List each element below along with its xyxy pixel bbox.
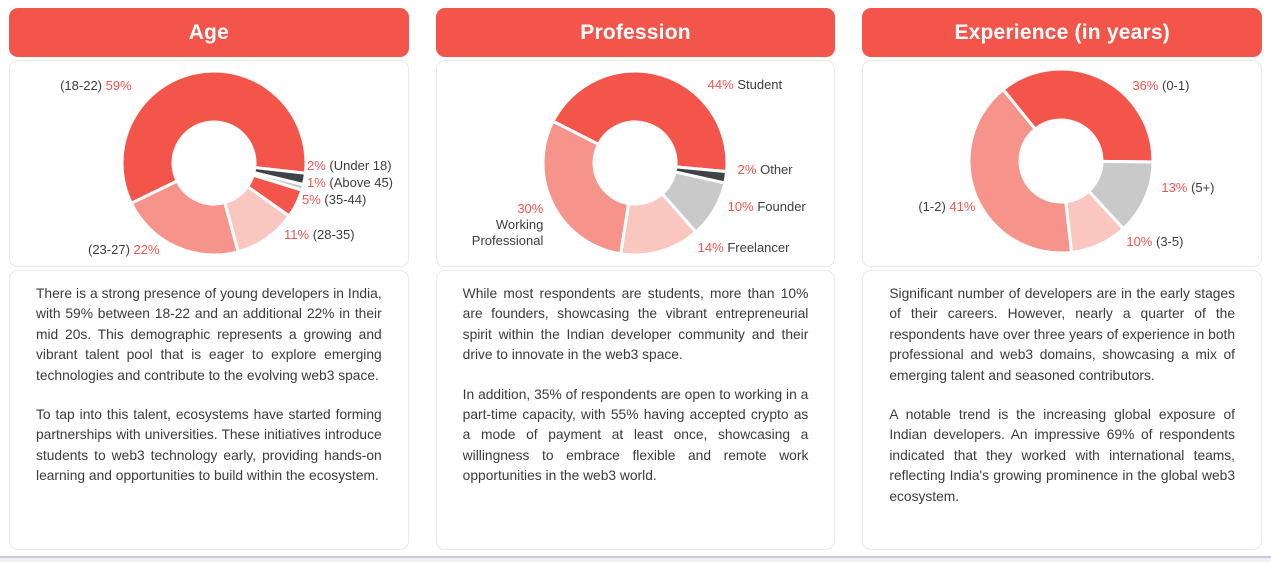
slice-category: (23-27): [88, 242, 130, 257]
stats-row: Age (18-22) 59% 2% (Under 18) 1% (Above 45…: [9, 8, 1263, 550]
profession-text-panel: While most respondents are students, mor…: [435, 270, 836, 550]
slice-percent: 59%: [105, 78, 132, 93]
slice-label: 5% (35-44): [302, 192, 366, 208]
slice-category: (28-35): [312, 227, 355, 242]
slice-label: (1-2) 41%: [918, 199, 975, 215]
donut-chart: [967, 67, 1155, 255]
slice-label: 14% Freelancer: [698, 240, 790, 256]
slice-category: Freelancer: [727, 240, 790, 255]
slice-category: Other: [760, 162, 793, 177]
slice-category: Working Professional: [471, 217, 544, 248]
slice-category: (0-1): [1162, 78, 1190, 93]
donut-slice-working-professional: [541, 119, 630, 256]
slice-category: (Above 45): [329, 175, 394, 190]
experience-card-header: Experience (in years): [862, 8, 1263, 57]
slice-percent: 10%: [727, 199, 754, 214]
card-title: Experience (in years): [954, 20, 1170, 44]
slice-percent: 22%: [133, 242, 160, 257]
slice-category: (Under 18): [329, 158, 392, 173]
slice-label: 36% (0-1): [1132, 78, 1189, 94]
slice-percent: 11%: [284, 227, 310, 242]
slice-category: (1-2): [918, 199, 946, 214]
slice-percent: 2%: [737, 162, 757, 177]
slice-percent: 5%: [302, 192, 321, 207]
paragraph: In addition, 35% of respondents are open…: [462, 386, 809, 484]
slice-label: 44% Student: [708, 77, 782, 93]
paragraph: There is a strong presence of young deve…: [36, 286, 382, 383]
slice-percent: 41%: [949, 199, 976, 214]
age-card-header: Age: [9, 8, 409, 57]
donut-slice-student: [550, 69, 729, 174]
experience-card: Experience (in years) 36% (0-1) 13% (5+) 1…: [862, 8, 1263, 550]
slice-percent: 44%: [707, 77, 734, 92]
slice-label: 11% (28-35): [284, 227, 355, 243]
slice-percent: 13%: [1161, 180, 1188, 195]
bottom-divider: [0, 556, 1271, 562]
donut-chart: [120, 69, 308, 257]
donut-slice-23-27: [129, 178, 240, 257]
slice-percent: 36%: [1132, 78, 1159, 93]
slice-category: (18-22): [60, 78, 103, 93]
slice-percent: 2%: [307, 158, 326, 173]
paragraph: A notable trend is the increasing global…: [889, 407, 1236, 504]
age-text-panel: There is a strong presence of young deve…: [9, 270, 409, 550]
age-chart-panel: (18-22) 59% 2% (Under 18) 1% (Above 45) 5% …: [9, 60, 409, 267]
slice-label: (23-27) 22%: [88, 242, 160, 258]
paragraph: While most respondents are students, mor…: [462, 286, 809, 363]
slice-percent: 14%: [697, 240, 724, 255]
donut-slice-1-2: [967, 87, 1074, 255]
slice-percent: 1%: [307, 175, 326, 190]
paragraph: To tap into this talent, ecosystems have…: [36, 407, 382, 484]
slice-label: 13% (5+): [1161, 180, 1214, 196]
slice-label: 30% Working Professional: [453, 201, 544, 249]
slice-category: Founder: [757, 199, 806, 214]
donut-slice-0-1: [1001, 67, 1155, 164]
slice-percent: 10%: [1126, 234, 1153, 249]
card-title: Age: [188, 20, 229, 44]
slice-category: Student: [737, 77, 783, 92]
donut-slice-18-22: [120, 69, 308, 206]
card-title: Profession: [580, 20, 691, 44]
experience-text-panel: Significant number of developers are in …: [862, 270, 1263, 550]
slice-label: 10% Founder: [728, 199, 806, 215]
profession-card-header: Profession: [435, 8, 836, 57]
slice-label: 2% (Under 18): [307, 158, 392, 174]
slice-percent: 30%: [517, 201, 544, 216]
slice-category: (3-5): [1156, 234, 1184, 249]
slice-label: 10% (3-5): [1126, 234, 1183, 250]
slice-label: 1% (Above 45): [307, 175, 393, 191]
profession-card: Profession 44% Student 2% Other 10% Founde…: [435, 8, 836, 550]
age-card: Age (18-22) 59% 2% (Under 18) 1% (Above 45…: [9, 8, 409, 550]
slice-label: 2% Other: [738, 162, 793, 178]
paragraph: Significant number of developers are in …: [889, 286, 1236, 383]
slice-label: (18-22) 59%: [60, 78, 132, 94]
slice-category: (35-44): [324, 192, 367, 207]
profession-chart-panel: 44% Student 2% Other 10% Founder 14% Freela…: [435, 60, 836, 267]
slice-category: (5+): [1191, 180, 1215, 195]
donut-chart: [541, 69, 729, 257]
experience-chart-panel: 36% (0-1) 13% (5+) 10% (3-5) (1-2) 41%: [862, 60, 1263, 267]
